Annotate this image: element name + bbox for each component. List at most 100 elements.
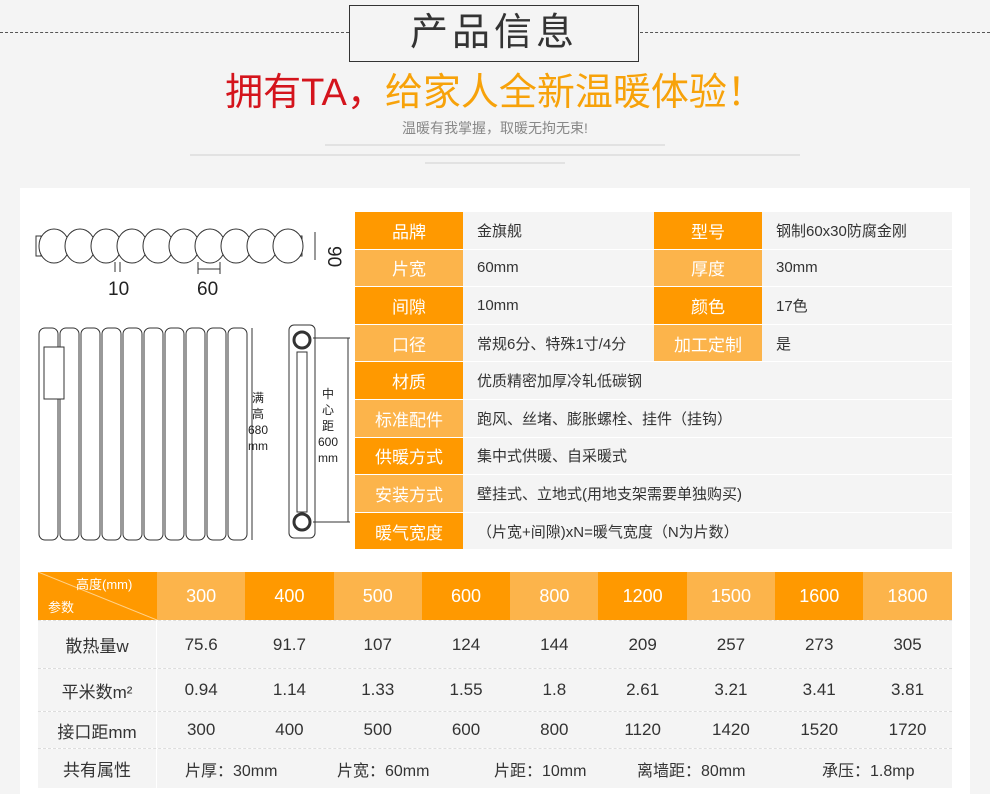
height-header: 1600	[775, 572, 864, 620]
spec-label: 标准配件	[355, 399, 463, 437]
param-value: 75.6	[157, 621, 246, 668]
common-attribute: 片距：10mm	[494, 762, 587, 780]
corner-header: 高度(mm) 参数	[38, 572, 157, 620]
spec-label: 厚度	[654, 249, 762, 287]
spec-row: 口径 常规6分、特殊1寸/4分 加工定制 是	[355, 324, 952, 363]
spec-label: 口径	[355, 324, 463, 362]
depth-dimension: 90	[323, 246, 344, 267]
param-value: 1.14	[245, 669, 334, 711]
param-value: 305	[863, 621, 952, 668]
common-attribute: 片厚：30mm	[185, 762, 278, 780]
spec-row: 标准配件 跑风、丝堵、膨胀螺栓、挂件（挂钩）	[355, 399, 952, 438]
height-header: 1800	[863, 572, 952, 620]
spec-value: 金旗舰	[463, 212, 654, 249]
param-value: 1420	[686, 712, 776, 748]
slogan-orange: 给家人全新温暖体验！	[384, 72, 765, 114]
center-distance-value: 600	[318, 435, 338, 449]
spec-row: 暖气宽度 （片宽+间隙)xN=暖气宽度（N为片数）	[355, 512, 952, 551]
divider	[640, 32, 990, 33]
param-value: 257	[686, 621, 776, 668]
common-attributes-row: 共有属性 片厚：30mm 片宽：60mm 片距：10mm 离墙距：80mm 承压：1.8…	[38, 748, 952, 788]
common-attribute: 离墙距：80mm	[637, 762, 746, 780]
spec-value: 集中式供暖、自采暖式	[463, 437, 952, 475]
center-distance-unit: mm	[318, 451, 338, 465]
param-value: 124	[421, 621, 511, 668]
spec-label: 颜色	[654, 287, 762, 324]
column-tube	[185, 327, 206, 541]
height-header: 800	[510, 572, 599, 620]
slogan-red: 拥有TA，	[225, 72, 385, 114]
param-value: 91.7	[245, 621, 334, 668]
row-label: 接口距mm	[38, 712, 157, 748]
spec-value: 60mm	[463, 249, 654, 287]
spec-label: 间隙	[355, 287, 463, 324]
gap-dimension: 10	[108, 279, 129, 300]
param-value: 1.8	[510, 669, 599, 711]
spec-value: 17色	[762, 287, 952, 324]
param-value: 1.33	[333, 669, 422, 711]
params-row: 接口距mm 300 400 500 600 800 1120 1420 1520 1720	[38, 711, 952, 748]
height-header: 1200	[598, 572, 687, 620]
center-distance-label: 距	[322, 419, 334, 433]
spec-row: 片宽 60mm 厚度 30mm	[355, 249, 952, 288]
param-value: 800	[510, 712, 599, 748]
spec-value: 常规6分、特殊1寸/4分	[463, 324, 654, 362]
spec-value: 30mm	[762, 249, 952, 287]
param-value: 600	[421, 712, 511, 748]
slogan: 拥有TA，给家人全新温暖体验！	[0, 70, 990, 116]
spec-value: 钢制60x30防腐金刚	[762, 212, 952, 249]
radiator-diagram: 10 60 90 满 高 680 mm 中 心 距 600 mm	[35, 228, 350, 541]
param-value: 273	[775, 621, 864, 668]
spec-row: 供暖方式 集中式供暖、自采暖式	[355, 437, 952, 476]
height-header: 500	[333, 572, 422, 620]
center-distance-label: 中	[322, 386, 334, 401]
column-tube	[80, 327, 101, 541]
height-header: 600	[421, 572, 511, 620]
param-value: 3.81	[863, 669, 952, 711]
param-value: 2.61	[598, 669, 687, 711]
spec-label: 加工定制	[654, 324, 762, 362]
column-tube	[59, 327, 80, 541]
decorative-line	[425, 162, 565, 164]
decorative-line	[190, 154, 800, 156]
param-value: 300	[157, 712, 246, 748]
row-label: 平米数m²	[38, 669, 157, 711]
spec-value: 优质精密加厚冷轧低碳钢	[463, 362, 952, 399]
width-dimension: 60	[197, 279, 218, 300]
param-value: 1720	[863, 712, 952, 748]
params-header-row: 高度(mm) 参数 300 400 500 600 800 1200 1500 1600 180…	[38, 572, 952, 620]
params-row: 平米数m² 0.94 1.14 1.33 1.55 1.8 2.61 3.21 3.41 3.81	[38, 668, 952, 711]
param-value: 3.41	[775, 669, 864, 711]
row-label: 共有属性	[38, 749, 157, 788]
spec-row: 材质 优质精密加厚冷轧低碳钢	[355, 362, 952, 400]
common-attribute: 片宽：60mm	[337, 762, 430, 780]
param-value: 1520	[775, 712, 864, 748]
spec-row: 安装方式 壁挂式、立地式(用地支架需要单独购买)	[355, 475, 952, 513]
spec-label: 暖气宽度	[355, 512, 463, 550]
section-title: 产品信息	[349, 5, 639, 62]
param-value: 3.21	[686, 669, 776, 711]
param-value: 209	[598, 621, 687, 668]
center-distance-label: 心	[322, 403, 334, 417]
spec-label: 材质	[355, 362, 463, 399]
column-tube	[164, 327, 185, 541]
common-attribute: 承压：1.8mp	[822, 762, 915, 780]
spec-value: 跑风、丝堵、膨胀螺栓、挂件（挂钩）	[463, 399, 952, 437]
spec-table: 品牌 金旗舰 型号 钢制60x30防腐金刚 片宽 60mm 厚度 30mm 间隙 10mm…	[355, 212, 952, 551]
spec-value: （片宽+间隙)xN=暖气宽度（N为片数）	[463, 512, 952, 550]
param-value: 1.55	[421, 669, 511, 711]
common-attributes: 片厚：30mm 片宽：60mm 片距：10mm 离墙距：80mm 承压：1.8mp	[157, 749, 952, 788]
param-value: 1120	[598, 712, 687, 748]
height-header: 1500	[686, 572, 776, 620]
decorative-line	[325, 144, 665, 146]
column-tube	[143, 327, 164, 541]
params-row: 散热量w 75.6 91.7 107 124 144 209 257 273 305	[38, 620, 952, 668]
column-tube	[206, 327, 227, 541]
full-height-label: 满	[252, 391, 264, 405]
corner-param-label: 参数	[48, 600, 75, 615]
param-value: 0.94	[157, 669, 246, 711]
spec-value: 10mm	[463, 287, 654, 324]
spec-label: 片宽	[355, 249, 463, 287]
spec-value: 是	[762, 324, 952, 362]
params-table: 高度(mm) 参数 300 400 500 600 800 1200 1500 1600 180…	[38, 572, 952, 788]
